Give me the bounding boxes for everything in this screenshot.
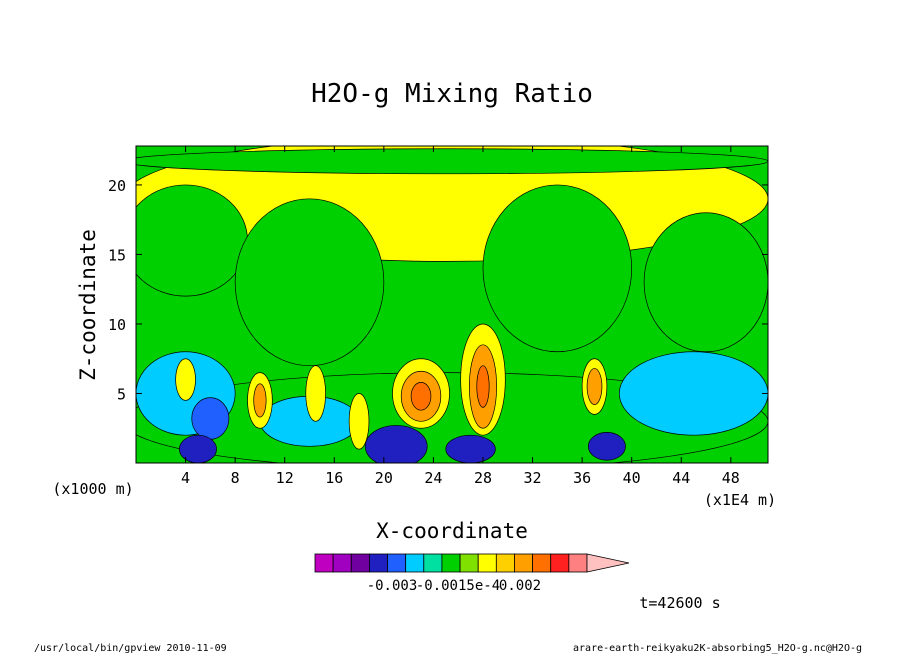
contour-region (136, 148, 768, 175)
colorbar-cell (568, 553, 588, 573)
colorbar-cell (350, 553, 370, 573)
contour-region (136, 184, 248, 297)
contour-region (445, 434, 496, 463)
x-axis-title: X-coordinate (376, 519, 528, 543)
y-tick-label: 15 (108, 246, 126, 264)
x-tick-label: 44 (672, 469, 690, 487)
colorbar-cell (314, 553, 334, 573)
colorbar-tick-label: -0.003 (367, 578, 418, 594)
colorbar-cell (459, 553, 479, 573)
colorbar-cell (405, 553, 425, 573)
contour-region (587, 432, 626, 461)
colorbar-cell (441, 553, 461, 573)
contour-region (476, 365, 490, 408)
x-tick-label: 32 (524, 469, 542, 487)
time-label: t=42600 s (639, 594, 720, 612)
x-tick-label: 16 (325, 469, 343, 487)
x-tick-label: 8 (231, 469, 240, 487)
colorbar-cell (495, 553, 515, 573)
y-tick-label: 10 (108, 316, 126, 334)
contour-region (410, 382, 432, 411)
contour-region (253, 383, 267, 418)
contour-region (191, 397, 230, 440)
x-unit-label: (x1000 m) (52, 480, 133, 498)
plot-area (135, 145, 769, 464)
contour-region (179, 434, 217, 463)
contour-region (234, 198, 385, 367)
colorbar-cell (477, 553, 497, 573)
contour-region (348, 393, 370, 450)
contour-region (586, 368, 603, 405)
x-scale-label: (x1E4 m) (704, 491, 776, 509)
contour-region (364, 425, 428, 463)
x-tick-label: 28 (474, 469, 492, 487)
colorbar (314, 553, 630, 573)
colorbar-cell (332, 553, 352, 573)
plot-frame (135, 145, 769, 464)
x-tick-label: 20 (375, 469, 393, 487)
colorbar-tick-label: -0.0015e-4 (416, 578, 500, 594)
contour-region (482, 184, 633, 353)
file-info: arare-earth-reikyaku2K-absorbing5_H2O-g.… (573, 643, 862, 654)
colorbar-cell (368, 553, 388, 573)
colorbar-cell (423, 553, 443, 573)
program-info: /usr/local/bin/gpview 2010-11-09 (34, 643, 227, 654)
contour-region (305, 365, 326, 422)
colorbar-cell (550, 553, 570, 573)
colorbar-cell (532, 553, 552, 573)
x-tick-label: 4 (181, 469, 190, 487)
x-tick-label: 24 (424, 469, 442, 487)
chart-title: H2O-g Mixing Ratio (311, 79, 593, 109)
y-axis-title: Z-coordinate (76, 229, 100, 381)
x-tick-label: 36 (573, 469, 591, 487)
contour-region (175, 358, 196, 401)
x-tick-label: 40 (623, 469, 641, 487)
colorbar-cell (387, 553, 407, 573)
colorbar-arrow (586, 553, 630, 573)
contour-region (618, 351, 768, 436)
y-tick-label: 20 (108, 177, 126, 195)
contour-region (643, 212, 768, 353)
y-tick-label: 5 (117, 385, 126, 403)
x-tick-label: 48 (722, 469, 740, 487)
x-tick-label: 12 (276, 469, 294, 487)
colorbar-tick-label: 0.002 (499, 578, 541, 594)
colorbar-cell (514, 553, 534, 573)
